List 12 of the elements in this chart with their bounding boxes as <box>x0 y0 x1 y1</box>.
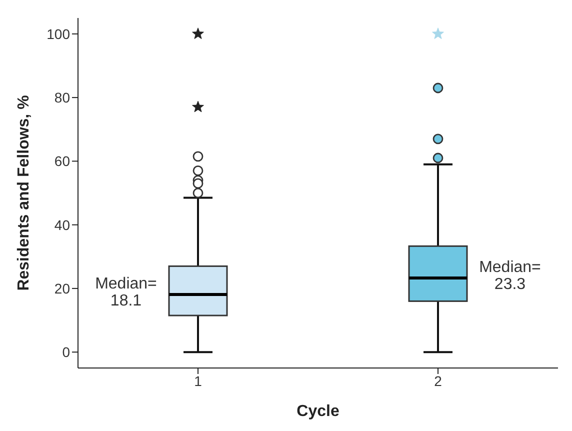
y-tick-label: 80 <box>54 90 70 106</box>
annotation: Median= 18.1 <box>95 276 157 310</box>
x-tick-label: 1 <box>194 372 202 389</box>
x-axis-title: Cycle <box>296 403 340 420</box>
y-axis-title: Residents and Fellows, % <box>16 95 33 291</box>
y-tick-label: 20 <box>54 280 70 296</box>
y-tick-label: 100 <box>46 26 70 42</box>
annotation: Median= 23.3 <box>479 258 541 293</box>
x-tick-label: 2 <box>434 372 442 389</box>
y-tick-label: 40 <box>54 216 70 233</box>
y-tick-label: 60 <box>54 153 70 170</box>
y-tick-label: 0 <box>62 344 70 360</box>
